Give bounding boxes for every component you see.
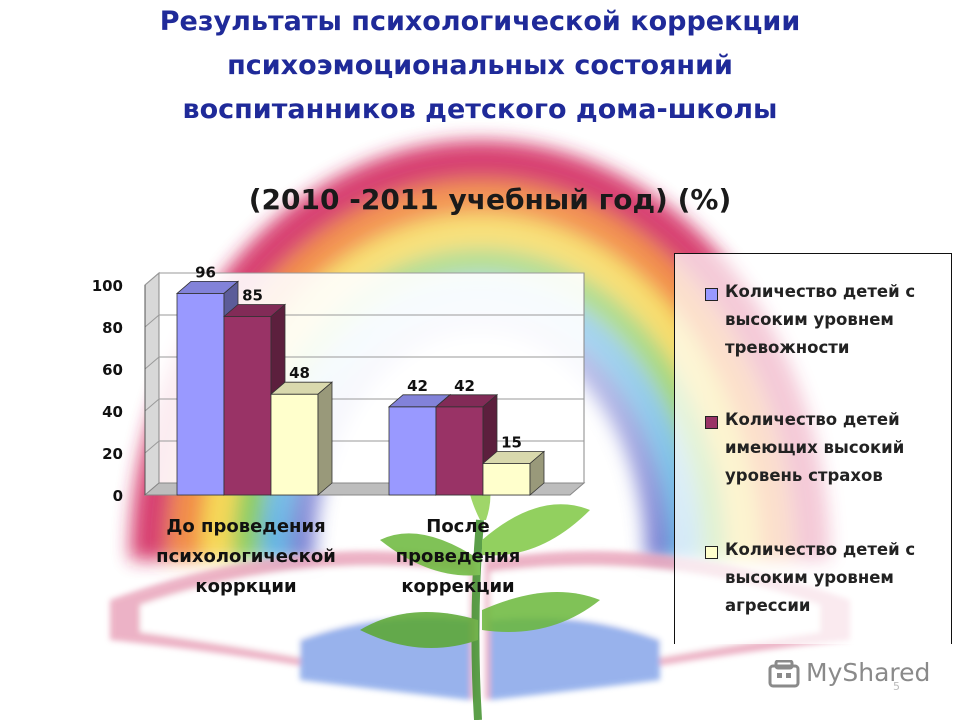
data-label: 15 [501,434,522,452]
legend-swatch [705,288,718,301]
myshared-logo-icon [768,660,800,688]
gridline [144,356,584,370]
gridline [144,272,584,286]
bar-front [435,406,484,496]
title-line-2: психоэмоциональных состояний [227,50,733,81]
page-number: 5 [893,680,900,693]
bar-front [482,463,531,496]
legend-label-line: высоким уровнем [725,568,894,587]
y-tick-label: 40 [102,403,123,421]
watermark: MyShared [768,656,948,696]
category-label-line: коррекции [401,576,515,597]
y-tick-label: 60 [102,361,123,379]
legend-label-line: тревожности [725,338,850,357]
category-label-line: До проведения [166,516,326,537]
bar-side [317,381,333,496]
watermark-text: MyShared [806,658,931,687]
chart-subtitle: (2010 -2011 учебный год) (%) [248,183,732,216]
category-label-line: психологической [156,546,336,567]
data-label: 42 [407,377,428,395]
chart-side-wall [144,271,160,497]
legend-label-line: Количество детей с [725,282,916,301]
data-label: 42 [454,377,475,395]
category-label-line: После [426,516,490,537]
bar-side [529,450,545,496]
legend-label: Количество детей с высоким уровнем тревожн… [725,278,943,362]
bar-front [270,393,319,496]
bar-front [388,406,437,496]
y-tick-label: 0 [113,487,123,505]
category-label-line: проведения [395,546,521,567]
category-label-line: корркции [195,576,297,597]
y-tick-label: 20 [102,445,123,463]
title-line-3: воспитанников детского дома-школы [182,94,778,125]
legend-label-line: агрессии [725,596,811,615]
y-tick-label: 80 [102,319,123,337]
data-label: 96 [195,263,216,281]
legend-label: Количество детей с высоким уровнем агресси… [725,536,943,620]
category-label-after: После проведения коррекции [358,512,558,602]
legend-label: Количество детей имеющих высокий уровень с… [725,406,943,490]
category-label-before: До проведения психологической корркции [140,512,352,602]
y-tick-label: 100 [92,277,123,295]
legend-label-line: Количество детей [725,410,900,429]
legend-label-line: высоким уровнем [725,310,894,329]
legend-swatch [705,416,718,429]
data-label: 48 [289,364,310,382]
gridline [144,314,584,328]
legend-swatch [705,546,718,559]
data-label: 85 [242,287,263,305]
bar-front [223,316,272,496]
legend-label-line: имеющих высокий [725,438,905,457]
chart-legend: Количество детей с высоким уровнем тревожн… [674,253,952,644]
legend-label-line: уровень страхов [725,466,883,485]
title-line-1: Результаты психологической коррекции [159,6,801,37]
bar-front [176,292,225,496]
legend-label-line: Количество детей с [725,540,916,559]
